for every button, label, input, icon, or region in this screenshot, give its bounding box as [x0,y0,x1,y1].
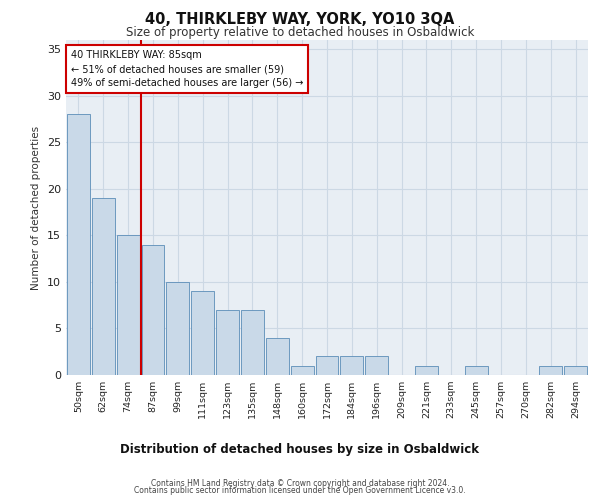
Bar [365,356,388,375]
Bar [92,198,115,375]
Bar [539,366,562,375]
Bar [191,291,214,375]
Bar [564,366,587,375]
Bar [266,338,289,375]
Y-axis label: Number of detached properties: Number of detached properties [31,126,41,290]
Text: Contains HM Land Registry data © Crown copyright and database right 2024.: Contains HM Land Registry data © Crown c… [151,478,449,488]
Bar [241,310,264,375]
Bar [291,366,314,375]
Text: Contains public sector information licensed under the Open Government Licence v3: Contains public sector information licen… [134,486,466,495]
Text: 40, THIRKLEBY WAY, YORK, YO10 3QA: 40, THIRKLEBY WAY, YORK, YO10 3QA [145,12,455,28]
Bar [340,356,363,375]
Bar [117,236,140,375]
Bar [415,366,438,375]
Bar [166,282,189,375]
Text: Size of property relative to detached houses in Osbaldwick: Size of property relative to detached ho… [126,26,474,39]
Bar [142,244,164,375]
Text: 40 THIRKLEBY WAY: 85sqm
← 51% of detached houses are smaller (59)
49% of semi-de: 40 THIRKLEBY WAY: 85sqm ← 51% of detache… [71,50,304,88]
Text: Distribution of detached houses by size in Osbaldwick: Distribution of detached houses by size … [121,444,479,456]
Bar [316,356,338,375]
Bar [465,366,488,375]
Bar [216,310,239,375]
Bar [67,114,90,375]
